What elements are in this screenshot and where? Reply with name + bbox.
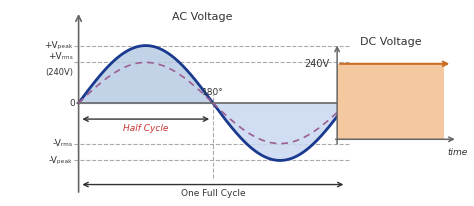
Text: 180°: 180°	[202, 88, 224, 97]
Text: One Full Cycle: One Full Cycle	[181, 188, 245, 198]
Text: 0: 0	[70, 98, 76, 108]
Text: AC Voltage: AC Voltage	[172, 12, 232, 22]
Text: time: time	[337, 110, 357, 119]
Text: (240V): (240V)	[45, 68, 73, 77]
Text: DC Voltage: DC Voltage	[360, 37, 421, 47]
Text: 360°: 360°	[337, 88, 358, 97]
Text: Half Cycle: Half Cycle	[123, 124, 168, 133]
Text: +Vᵣₘₛ: +Vᵣₘₛ	[48, 52, 73, 61]
Text: -Vᵣₘₛ: -Vᵣₘₛ	[53, 139, 73, 148]
Text: -Vₚₑₐₖ: -Vₚₑₐₖ	[49, 156, 73, 165]
Polygon shape	[337, 64, 444, 139]
Text: +Vₚₑₐₖ: +Vₚₑₐₖ	[44, 41, 73, 50]
Text: time: time	[447, 148, 468, 157]
Text: 240V: 240V	[304, 59, 329, 69]
